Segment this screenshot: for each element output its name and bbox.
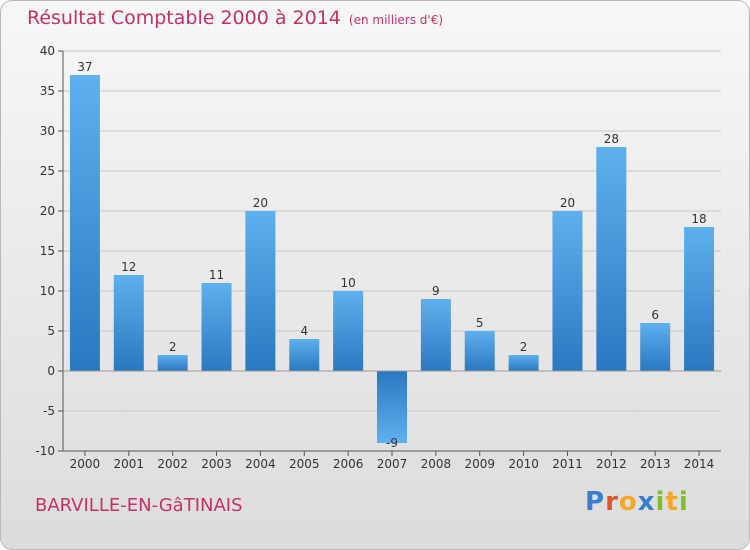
data-label-2008: 9 xyxy=(432,284,440,298)
data-label-2006: 10 xyxy=(340,276,355,290)
x-tick-label-2011: 2011 xyxy=(552,457,583,471)
data-label-2010: 2 xyxy=(520,340,528,354)
x-tick-label-2007: 2007 xyxy=(377,457,408,471)
y-tick-label: 35 xyxy=(40,84,55,98)
data-labels: 37 12 2 11 20 4 10 -9 9 5 2 20 28 6 18 xyxy=(77,60,706,450)
x-tick-label-2006: 2006 xyxy=(333,457,364,471)
y-tick-label: 40 xyxy=(40,44,55,58)
x-tick-label-2010: 2010 xyxy=(508,457,539,471)
bar-2005 xyxy=(289,339,320,371)
bar-2012 xyxy=(596,147,627,371)
chart-subtitle: (en milliers d'€) xyxy=(348,13,444,27)
bar-2000 xyxy=(69,75,100,371)
commune-name: BARVILLE-EN-GâTINAIS xyxy=(35,495,243,516)
data-label-2001: 12 xyxy=(121,260,136,274)
data-label-2000: 37 xyxy=(77,60,92,74)
data-label-2003: 11 xyxy=(209,268,224,282)
bar-2002 xyxy=(157,355,188,371)
data-label-2004: 20 xyxy=(253,196,268,210)
y-tick-label: 5 xyxy=(47,324,55,338)
x-tick-label-2013: 2013 xyxy=(640,457,671,471)
data-label-2005: 4 xyxy=(300,324,308,338)
x-tick-label-2002: 2002 xyxy=(157,457,188,471)
x-tick-label-2001: 2001 xyxy=(114,457,145,471)
x-tick-label-2008: 2008 xyxy=(421,457,452,471)
x-tick-label-2003: 2003 xyxy=(201,457,232,471)
data-label-2012: 28 xyxy=(604,132,619,146)
y-tick-label: 0 xyxy=(47,364,55,378)
bars xyxy=(69,75,715,443)
bar-2004 xyxy=(245,211,276,371)
data-label-2014: 18 xyxy=(691,212,706,226)
bar-2010 xyxy=(508,355,539,371)
y-tick-label: 30 xyxy=(40,124,55,138)
bar-2001 xyxy=(113,275,144,371)
bar-2014 xyxy=(684,227,715,371)
proxiti-logo[interactable]: Proxiti xyxy=(585,487,689,517)
data-label-2007: -9 xyxy=(386,436,398,450)
x-tick-label-2009: 2009 xyxy=(464,457,495,471)
bar-2011 xyxy=(552,211,583,371)
y-tick-label: 15 xyxy=(40,244,55,258)
data-label-2013: 6 xyxy=(651,308,659,322)
bar-2013 xyxy=(640,323,671,371)
x-tick-label-2014: 2014 xyxy=(684,457,715,471)
bar-2008 xyxy=(420,299,451,371)
data-label-2002: 2 xyxy=(169,340,177,354)
y-tick-label: 10 xyxy=(40,284,55,298)
data-label-2009: 5 xyxy=(476,316,484,330)
bar-2009 xyxy=(464,331,495,371)
y-tick-label: -5 xyxy=(43,404,55,418)
x-tick-label-2005: 2005 xyxy=(289,457,320,471)
x-tick-label-2012: 2012 xyxy=(596,457,627,471)
x-tick-label-2000: 2000 xyxy=(70,457,101,471)
x-tick-label-2004: 2004 xyxy=(245,457,276,471)
y-tick-label: -10 xyxy=(35,444,55,458)
bar-2007 xyxy=(377,371,407,443)
y-tick-label: 25 xyxy=(40,164,55,178)
y-tick-label: 20 xyxy=(40,204,55,218)
chart-title: Résultat Comptable 2000 à 2014 (en millie… xyxy=(27,7,444,29)
data-label-2011: 20 xyxy=(560,196,575,210)
bar-2003 xyxy=(201,283,232,371)
bar-2006 xyxy=(333,291,364,371)
